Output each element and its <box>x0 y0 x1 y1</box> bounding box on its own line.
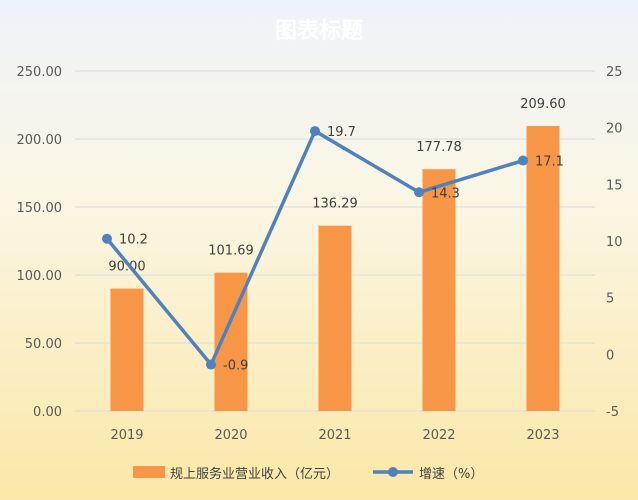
bar <box>110 288 144 411</box>
line-point <box>102 233 112 244</box>
y-left-tick-label: 50.00 <box>25 337 62 352</box>
line-data-label: 19.7 <box>327 125 356 140</box>
y-left-tick-label: 150.00 <box>17 201 63 216</box>
x-tick-label: 2020 <box>214 428 247 443</box>
line-point <box>518 155 528 166</box>
line-point <box>310 126 320 137</box>
line-point <box>414 187 424 198</box>
bar-data-label: 101.69 <box>208 244 254 259</box>
line-data-label: 10.2 <box>119 233 148 248</box>
y-right-tick-label: -5 <box>606 405 619 420</box>
line-data-label: 14.3 <box>431 186 460 201</box>
legend-bar-label: 规上服务业营业收入（亿元） <box>170 466 339 482</box>
y-left-tick-label: 100.00 <box>17 269 63 284</box>
bar <box>526 125 560 411</box>
bar <box>318 225 352 411</box>
x-tick-label: 2022 <box>422 428 455 443</box>
y-right-tick-label: 5 <box>606 292 614 307</box>
chart-title: 图表标题 <box>275 18 364 44</box>
x-tick-label: 2021 <box>318 428 351 443</box>
y-right-tick-label: 10 <box>606 235 623 250</box>
line-point <box>206 359 216 370</box>
legend-line-marker <box>388 467 398 477</box>
x-tick-label: 2019 <box>110 428 143 443</box>
growth-line <box>105 129 524 367</box>
y-left-tick-label: 0.00 <box>33 405 62 420</box>
bar-data-label: 177.78 <box>416 140 462 155</box>
legend-bar-swatch <box>133 466 165 478</box>
bar <box>422 169 456 411</box>
legend-line-label: 增速（%） <box>419 467 483 482</box>
y-right-tick-label: 25 <box>606 65 623 80</box>
line-data-label: -0.9 <box>223 359 248 374</box>
y-right-tick-label: 15 <box>606 178 623 193</box>
line-data-label: 17.1 <box>535 155 564 170</box>
bar-data-label: 136.29 <box>312 197 358 212</box>
y-left-tick-label: 250.00 <box>17 65 63 80</box>
bar-data-label: 209.60 <box>520 97 566 112</box>
x-tick-label: 2023 <box>526 428 559 443</box>
y-right-tick-label: 20 <box>606 122 623 137</box>
y-left-tick-label: 200.00 <box>17 133 63 148</box>
y-right-tick-label: 0 <box>606 348 614 363</box>
bar-data-label: 90.00 <box>108 260 145 275</box>
